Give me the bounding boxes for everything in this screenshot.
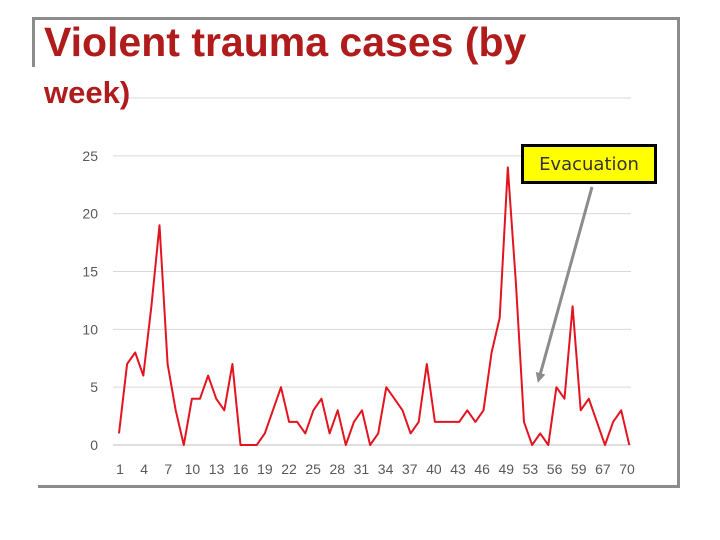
- y-tick-label: 5: [90, 379, 98, 395]
- x-tick-label: 13: [209, 461, 225, 477]
- frame-line-right: [677, 17, 680, 487]
- x-tick-label: 19: [257, 461, 273, 477]
- x-tick-label: 37: [402, 461, 418, 477]
- annotation-arrow-layer: [535, 186, 594, 383]
- x-tick-label: 67: [595, 461, 611, 477]
- y-tick-label: 25: [82, 148, 98, 164]
- x-tick-label: 70: [619, 461, 635, 477]
- y-tick-labels: 0 5 10 15 20 25: [82, 148, 98, 453]
- x-tick-label: 46: [474, 461, 490, 477]
- frame-line-bottom: [38, 485, 680, 488]
- x-tick-label: 56: [547, 461, 563, 477]
- x-tick-label: 4: [140, 461, 148, 477]
- x-tick-label: 7: [164, 461, 172, 477]
- annotation-arrow: [535, 186, 594, 383]
- title-line-1: Violent trauma cases (by: [44, 19, 527, 65]
- x-tick-label: 22: [281, 461, 297, 477]
- y-tick-label: 15: [82, 264, 98, 280]
- x-tick-label: 10: [185, 461, 201, 477]
- x-tick-label: 49: [498, 461, 514, 477]
- x-tick-label: 28: [329, 461, 345, 477]
- frame-line-top: [32, 17, 680, 20]
- y-tick-label: 20: [82, 206, 98, 222]
- x-tick-label: 43: [450, 461, 466, 477]
- y-tick-label: 10: [82, 321, 98, 337]
- y-tick-label: 0: [90, 437, 98, 453]
- x-tick-label: 59: [571, 461, 587, 477]
- x-tick-label: 16: [233, 461, 249, 477]
- slide-title: Violent trauma cases (by week): [44, 19, 644, 110]
- grid-layer: [113, 97, 631, 446]
- x-tick-label: 1: [116, 461, 124, 477]
- series-line: [118, 166, 631, 446]
- x-tick-label: 34: [378, 461, 394, 477]
- title-line-2: week): [44, 75, 131, 110]
- x-tick-labels: 1 4 7 10 13 16 19 22 25 28 31 34 37 40 43 46 49 53 56 59 67 7…: [116, 461, 635, 477]
- x-tick-label: 31: [354, 461, 370, 477]
- x-tick-label: 25: [305, 461, 321, 477]
- series-layer: [118, 166, 631, 446]
- x-tick-label: 53: [523, 461, 539, 477]
- evacuation-callout: Evacuation: [521, 144, 657, 184]
- x-tick-label: 40: [426, 461, 442, 477]
- frame-line-left: [32, 17, 35, 67]
